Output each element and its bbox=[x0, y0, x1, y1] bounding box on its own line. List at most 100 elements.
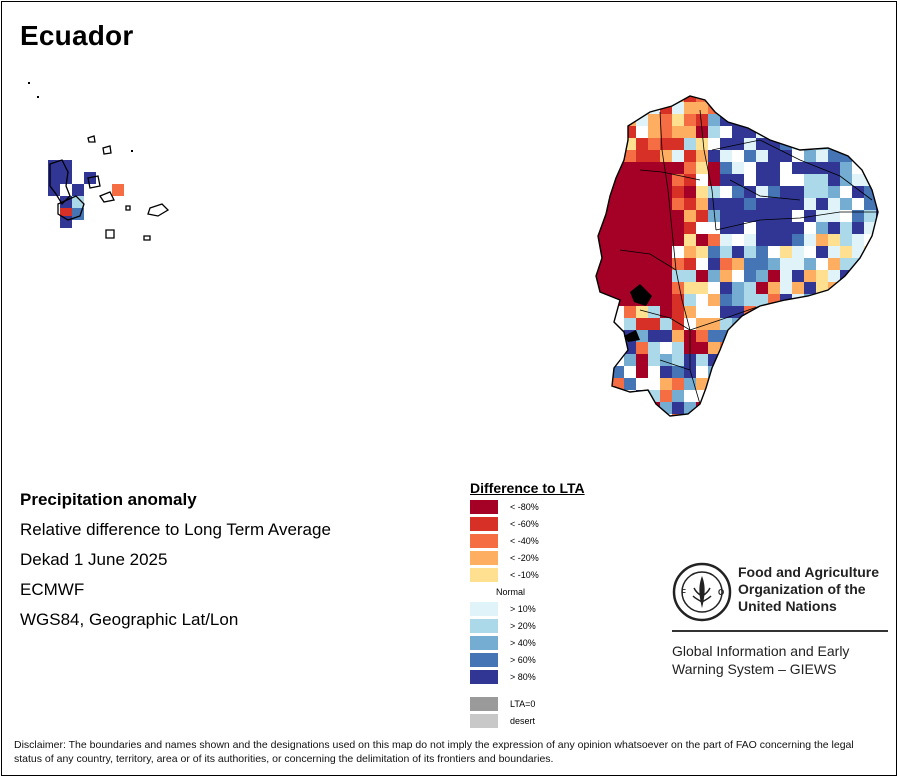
precipitation-anomaly-map bbox=[28, 82, 879, 417]
anomaly-cell bbox=[804, 282, 817, 295]
anomaly-cell bbox=[756, 390, 769, 403]
legend-item-label: > 60% bbox=[510, 655, 536, 665]
anomaly-cell bbox=[780, 222, 793, 235]
anomaly-cell bbox=[732, 378, 745, 391]
anomaly-cell bbox=[624, 354, 637, 367]
anomaly-cell bbox=[596, 378, 601, 391]
anomaly-cell bbox=[852, 402, 865, 415]
anomaly-cell bbox=[828, 330, 841, 343]
anomaly-cell bbox=[600, 198, 613, 211]
anomaly-cell bbox=[696, 246, 709, 259]
anomaly-cell bbox=[660, 342, 673, 355]
anomaly-cell bbox=[792, 162, 805, 175]
info-line-measure: Relative difference to Long Term Average bbox=[20, 520, 331, 539]
anomaly-cell bbox=[636, 390, 649, 403]
anomaly-cell bbox=[596, 414, 601, 416]
anomaly-cell bbox=[732, 390, 745, 403]
map-info: Precipitation anomaly Relative differenc… bbox=[20, 485, 331, 635]
anomaly-cell bbox=[756, 114, 769, 127]
anomaly-cell bbox=[864, 294, 877, 307]
anomaly-cell bbox=[780, 186, 793, 199]
anomaly-cell bbox=[852, 390, 865, 403]
anomaly-cell bbox=[732, 402, 745, 415]
giews-line-2: Warning System – GIEWS bbox=[672, 661, 837, 677]
anomaly-cell bbox=[596, 186, 601, 199]
anomaly-cell bbox=[816, 210, 829, 223]
anomaly-cell bbox=[648, 210, 661, 223]
anomaly-cell bbox=[720, 378, 733, 391]
anomaly-cell bbox=[696, 354, 709, 367]
anomaly-cell bbox=[696, 342, 709, 355]
anomaly-cell bbox=[660, 330, 673, 343]
org-divider bbox=[672, 630, 888, 632]
mainland-anomaly-grid bbox=[596, 96, 878, 416]
anomaly-cell bbox=[612, 186, 625, 199]
anomaly-cell bbox=[696, 222, 709, 235]
legend: Difference to LTA < -80% < -60% < -40% < -2… bbox=[470, 480, 585, 728]
anomaly-cell bbox=[696, 366, 709, 379]
anomaly-cell bbox=[720, 318, 733, 331]
anomaly-cell bbox=[612, 342, 625, 355]
anomaly-cell bbox=[732, 342, 745, 355]
anomaly-cell bbox=[596, 402, 601, 415]
anomaly-cell bbox=[792, 366, 805, 379]
anomaly-cell bbox=[792, 174, 805, 187]
anomaly-cell bbox=[840, 150, 853, 163]
anomaly-cell bbox=[780, 342, 793, 355]
anomaly-cell bbox=[60, 172, 72, 184]
anomaly-cell bbox=[636, 270, 649, 283]
anomaly-cell bbox=[672, 354, 685, 367]
anomaly-cell bbox=[768, 330, 781, 343]
anomaly-cell bbox=[720, 270, 733, 283]
anomaly-cell bbox=[648, 126, 661, 139]
anomaly-cell bbox=[708, 318, 721, 331]
anomaly-cell bbox=[804, 102, 817, 115]
anomaly-cell bbox=[672, 342, 685, 355]
anomaly-cell bbox=[684, 390, 697, 403]
anomaly-cell bbox=[596, 342, 601, 355]
anomaly-cell bbox=[816, 198, 829, 211]
anomaly-cell bbox=[612, 198, 625, 211]
anomaly-cell bbox=[624, 162, 637, 175]
anomaly-cell bbox=[876, 318, 878, 331]
anomaly-cell bbox=[816, 306, 829, 319]
legend-title: Difference to LTA bbox=[470, 480, 585, 496]
anomaly-cell bbox=[744, 186, 757, 199]
anomaly-cell bbox=[720, 390, 733, 403]
anomaly-cell bbox=[636, 342, 649, 355]
anomaly-cell bbox=[828, 294, 841, 307]
anomaly-cell bbox=[744, 258, 757, 271]
anomaly-cell bbox=[672, 402, 685, 415]
anomaly-cell bbox=[792, 270, 805, 283]
anomaly-cell bbox=[612, 150, 625, 163]
anomaly-cell bbox=[828, 402, 841, 415]
anomaly-cell bbox=[780, 366, 793, 379]
anomaly-cell bbox=[720, 282, 733, 295]
legend-item-label: > 10% bbox=[510, 604, 536, 614]
anomaly-cell bbox=[768, 270, 781, 283]
anomaly-cell bbox=[852, 102, 865, 115]
anomaly-cell bbox=[828, 114, 841, 127]
anomaly-cell bbox=[708, 114, 721, 127]
anomaly-cell bbox=[684, 246, 697, 259]
anomaly-cell bbox=[660, 234, 673, 247]
anomaly-cell bbox=[600, 318, 613, 331]
anomaly-cell bbox=[636, 186, 649, 199]
anomaly-cell bbox=[756, 246, 769, 259]
anomaly-cell bbox=[852, 318, 865, 331]
svg-text:O: O bbox=[718, 588, 724, 597]
anomaly-cell bbox=[624, 96, 637, 103]
legend-item: < -60% bbox=[470, 517, 539, 531]
anomaly-cell bbox=[600, 162, 613, 175]
anomaly-cell bbox=[636, 318, 649, 331]
anomaly-cell bbox=[112, 184, 124, 196]
anomaly-cell bbox=[636, 210, 649, 223]
anomaly-cell bbox=[816, 270, 829, 283]
anomaly-cell bbox=[768, 222, 781, 235]
anomaly-cell bbox=[804, 414, 817, 416]
anomaly-cell bbox=[672, 270, 685, 283]
anomaly-cell bbox=[852, 210, 865, 223]
anomaly-cell bbox=[864, 342, 877, 355]
anomaly-cell bbox=[696, 96, 709, 103]
anomaly-cell bbox=[756, 318, 769, 331]
